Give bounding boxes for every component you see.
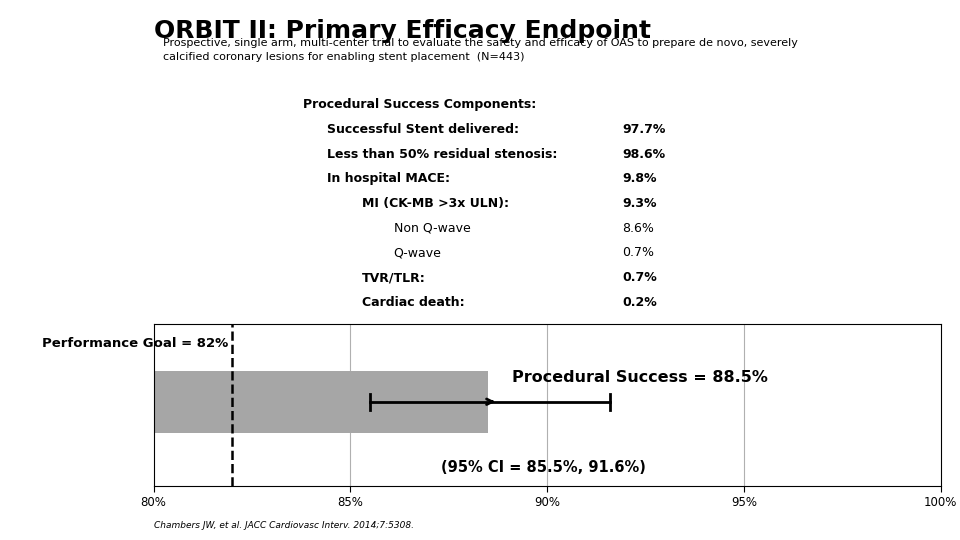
Text: 9.3%: 9.3% — [622, 197, 657, 210]
Text: Chambers JW, et al. JACC Cardiovasc Interv. 2014;7:5308.: Chambers JW, et al. JACC Cardiovasc Inte… — [154, 521, 414, 530]
Text: (95% CI = 85.5%, 91.6%): (95% CI = 85.5%, 91.6%) — [441, 460, 646, 475]
Text: In hospital MACE:: In hospital MACE: — [326, 172, 450, 185]
Text: Successful Stent delivered:: Successful Stent delivered: — [326, 123, 518, 136]
Text: TVR/TLR:: TVR/TLR: — [362, 271, 426, 284]
Text: Less than 50% residual stenosis:: Less than 50% residual stenosis: — [326, 148, 557, 161]
Text: Cardiac death:: Cardiac death: — [362, 296, 465, 309]
Text: Prospective, single arm, multi-center trial to evaluate the safety and efficacy : Prospective, single arm, multi-center tr… — [163, 38, 798, 62]
Text: 98.6%: 98.6% — [622, 148, 665, 161]
Text: 8.6%: 8.6% — [622, 222, 654, 235]
Text: Performance Goal = 82%: Performance Goal = 82% — [42, 337, 228, 350]
Text: Non Q-wave: Non Q-wave — [394, 222, 470, 235]
Text: 97.7%: 97.7% — [622, 123, 665, 136]
Text: 0.7%: 0.7% — [622, 271, 657, 284]
Text: 0.7%: 0.7% — [622, 246, 654, 260]
Text: 9.8%: 9.8% — [622, 172, 657, 185]
Text: Procedural Success Components:: Procedural Success Components: — [303, 98, 537, 111]
Bar — [154, 371, 489, 433]
Text: Procedural Success = 88.5%: Procedural Success = 88.5% — [512, 370, 768, 385]
Text: MI (CK-MB >3x ULN):: MI (CK-MB >3x ULN): — [362, 197, 509, 210]
Text: ORBIT II: Primary Efficacy Endpoint: ORBIT II: Primary Efficacy Endpoint — [154, 19, 651, 43]
Text: Q-wave: Q-wave — [394, 246, 442, 260]
Text: 0.2%: 0.2% — [622, 296, 657, 309]
